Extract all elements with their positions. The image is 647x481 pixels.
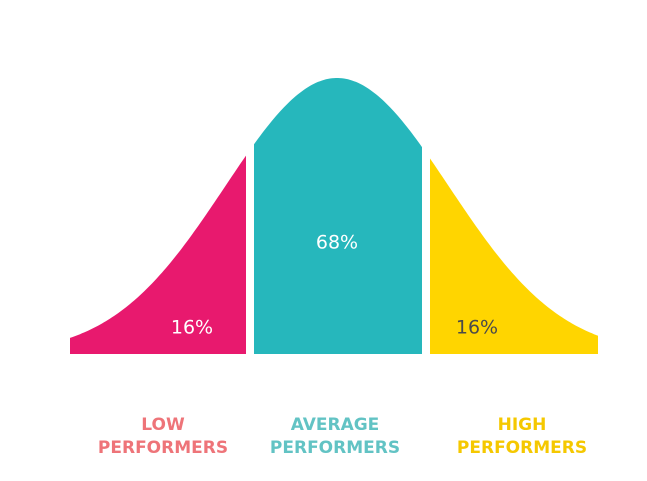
share-label: 68% <box>316 232 358 254</box>
share-label: 16% <box>171 317 213 339</box>
group-label: HIGH <box>498 415 547 435</box>
group-label: AVERAGE <box>291 415 380 435</box>
group-label: PERFORMERS <box>457 438 587 458</box>
curve-segment <box>254 78 422 354</box>
group-label: LOW <box>141 415 185 435</box>
group-label: PERFORMERS <box>98 438 228 458</box>
curve-segment <box>70 155 246 354</box>
group-label: PERFORMERS <box>270 438 400 458</box>
curve-segment <box>430 158 598 354</box>
share-label: 16% <box>456 317 498 339</box>
